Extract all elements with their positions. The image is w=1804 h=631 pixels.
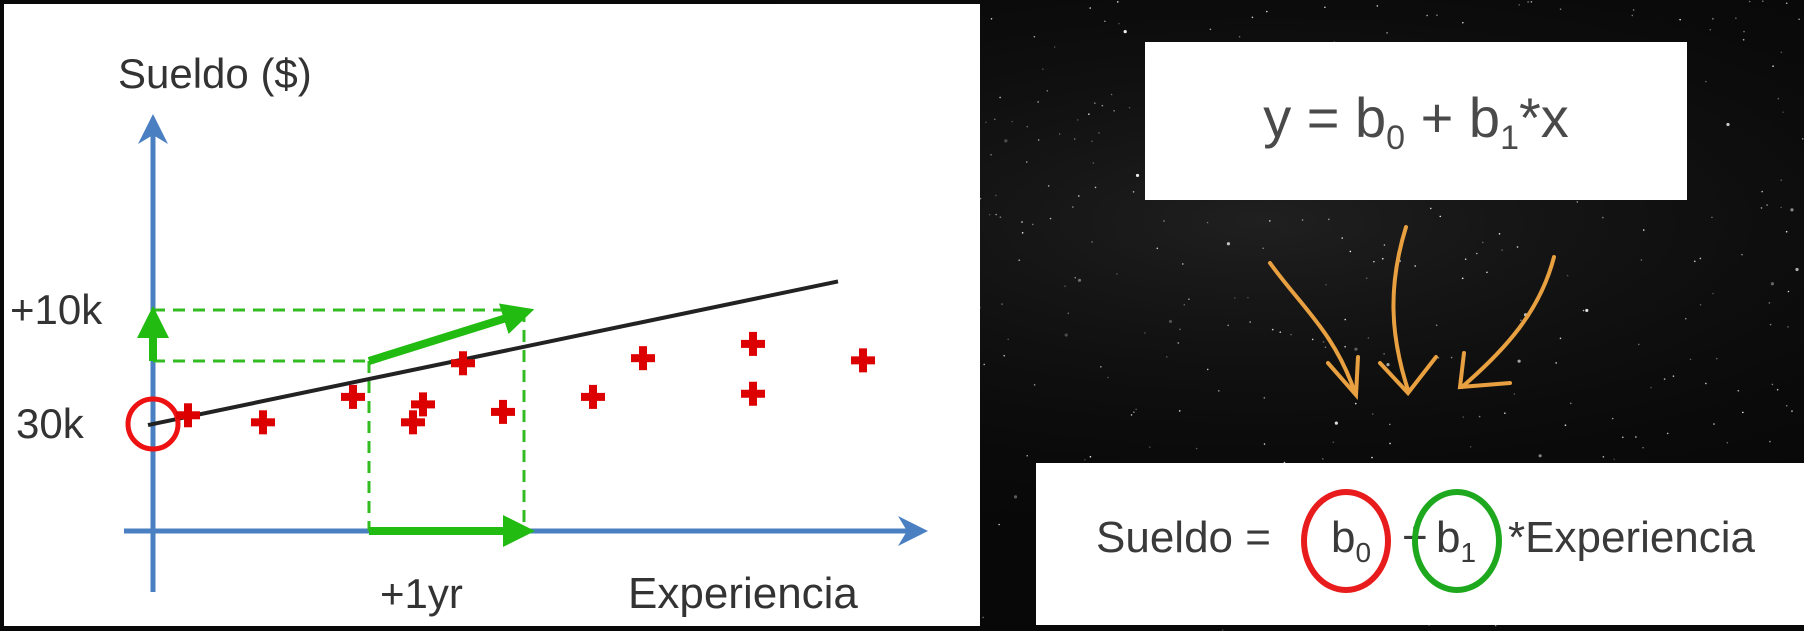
dashed-guides (153, 308, 526, 531)
arrow-right-icon (1460, 255, 1556, 389)
formula: y = b0 + b1*x (1263, 85, 1569, 157)
regression-chart-panel: Sueldo ($) Experiencia +10k 30k +1yr (4, 4, 980, 626)
tick-label-10k: +10k (10, 286, 103, 333)
b0-circle (1301, 489, 1391, 593)
arrow-middle-icon (1391, 225, 1410, 392)
arrow-left-icon (1268, 261, 1357, 395)
x-axis-label: Experiencia (628, 569, 858, 618)
equation-lhs: Sueldo = (1096, 513, 1271, 562)
orange-arrows (1268, 225, 1556, 401)
equation-rhs: *Experiencia (1508, 513, 1756, 562)
regression-chart: Sueldo ($) Experiencia +10k 30k +1yr (10, 50, 928, 618)
data-point (491, 399, 515, 424)
data-point (741, 331, 765, 356)
b1-circle (1412, 489, 1502, 593)
data-points (176, 331, 875, 435)
data-point (741, 381, 765, 406)
equation-box: Sueldo = b0 + b1 *Experiencia (1036, 463, 1804, 625)
data-point (631, 346, 655, 371)
tick-label-1yr: +1yr (380, 570, 463, 617)
data-point (176, 403, 200, 428)
intercept-circle (125, 396, 181, 452)
regression-line (147, 279, 839, 427)
formula-box: y = b0 + b1*x (1145, 42, 1687, 200)
y-axis-label: Sueldo ($) (118, 50, 312, 97)
data-point (251, 410, 275, 435)
data-point (581, 384, 605, 409)
data-point (401, 410, 425, 435)
slope-arrow (367, 303, 535, 365)
data-point (341, 384, 365, 409)
tick-label-30k: 30k (16, 400, 85, 447)
data-point (451, 351, 475, 376)
data-point (851, 348, 875, 373)
data-point (411, 392, 435, 417)
